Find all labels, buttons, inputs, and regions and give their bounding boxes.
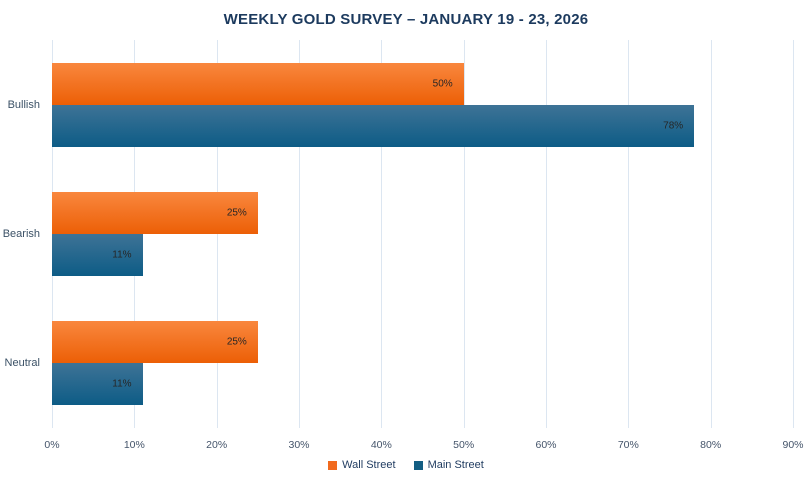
y-axis-labels: Bullish Bearish Neutral [0,40,46,428]
category-group-bearish: 25% 11% [52,169,793,298]
wall-street-bar-bullish: 50% [52,62,464,105]
bar-pair: 25% 11% [52,321,793,406]
x-axis-tick-label: 30% [288,439,310,451]
gridline [299,40,300,428]
x-axis-tick-label: 60% [535,439,557,451]
category-group-neutral: 25% 11% [52,299,793,428]
wall-street-bar-bearish: 25% [52,191,258,234]
x-axis-tick-label: 40% [370,439,392,451]
bar-pair: 25% 11% [52,191,793,276]
legend-item-wall-street: Wall Street [328,459,396,471]
x-axis-tick-label: 0% [44,439,60,451]
legend-swatch-icon [413,460,423,470]
gridline [793,40,794,428]
gridline [546,40,547,428]
category-label-bullish: Bullish [7,98,40,111]
x-axis: 0% 10% 20% 30% 40% 50% 60% 70% 80% 90% [44,439,803,453]
gridline [216,40,218,428]
legend: Wall Street Main Street [0,459,812,471]
legend-label: Main Street [427,459,484,471]
x-axis-tick-label: 10% [123,439,145,451]
main-street-bar-bearish: 11% [52,233,143,276]
gridline [710,40,712,428]
main-street-bar-bullish: 78% [52,104,695,147]
wall-street-bar-neutral: 25% [52,321,258,364]
x-axis-tick-label: 70% [617,439,639,451]
data-label: 25% [226,207,247,219]
chart-title: WEEKLY GOLD SURVEY – JANUARY 19 - 23, 20… [223,11,589,28]
gridline [628,40,630,428]
legend-swatch-icon [328,460,338,470]
x-axis-tick-label: 50% [453,439,475,451]
legend-item-main-street: Main Street [413,459,484,471]
gridline [463,40,465,428]
gridline [381,40,383,428]
main-street-bar-neutral: 11% [52,363,143,406]
data-label: 11% [112,378,132,390]
category-label-bearish: Bearish [2,228,40,240]
category-label-neutral: Neutral [4,357,40,370]
category-group-bullish: 50% 78% [52,40,793,169]
plot-area: 50% 78% 25% 11% 25% 11% [52,40,794,428]
x-axis-tick-label: 80% [700,439,722,451]
legend-label: Wall Street [342,459,396,471]
bar-pair: 50% 78% [52,62,793,147]
x-axis-tick-label: 90% [782,439,804,451]
data-label: 50% [432,78,453,90]
x-axis-tick-label: 20% [206,439,228,451]
data-label: 11% [112,249,132,261]
data-label: 25% [226,336,247,348]
data-label: 78% [663,120,684,132]
